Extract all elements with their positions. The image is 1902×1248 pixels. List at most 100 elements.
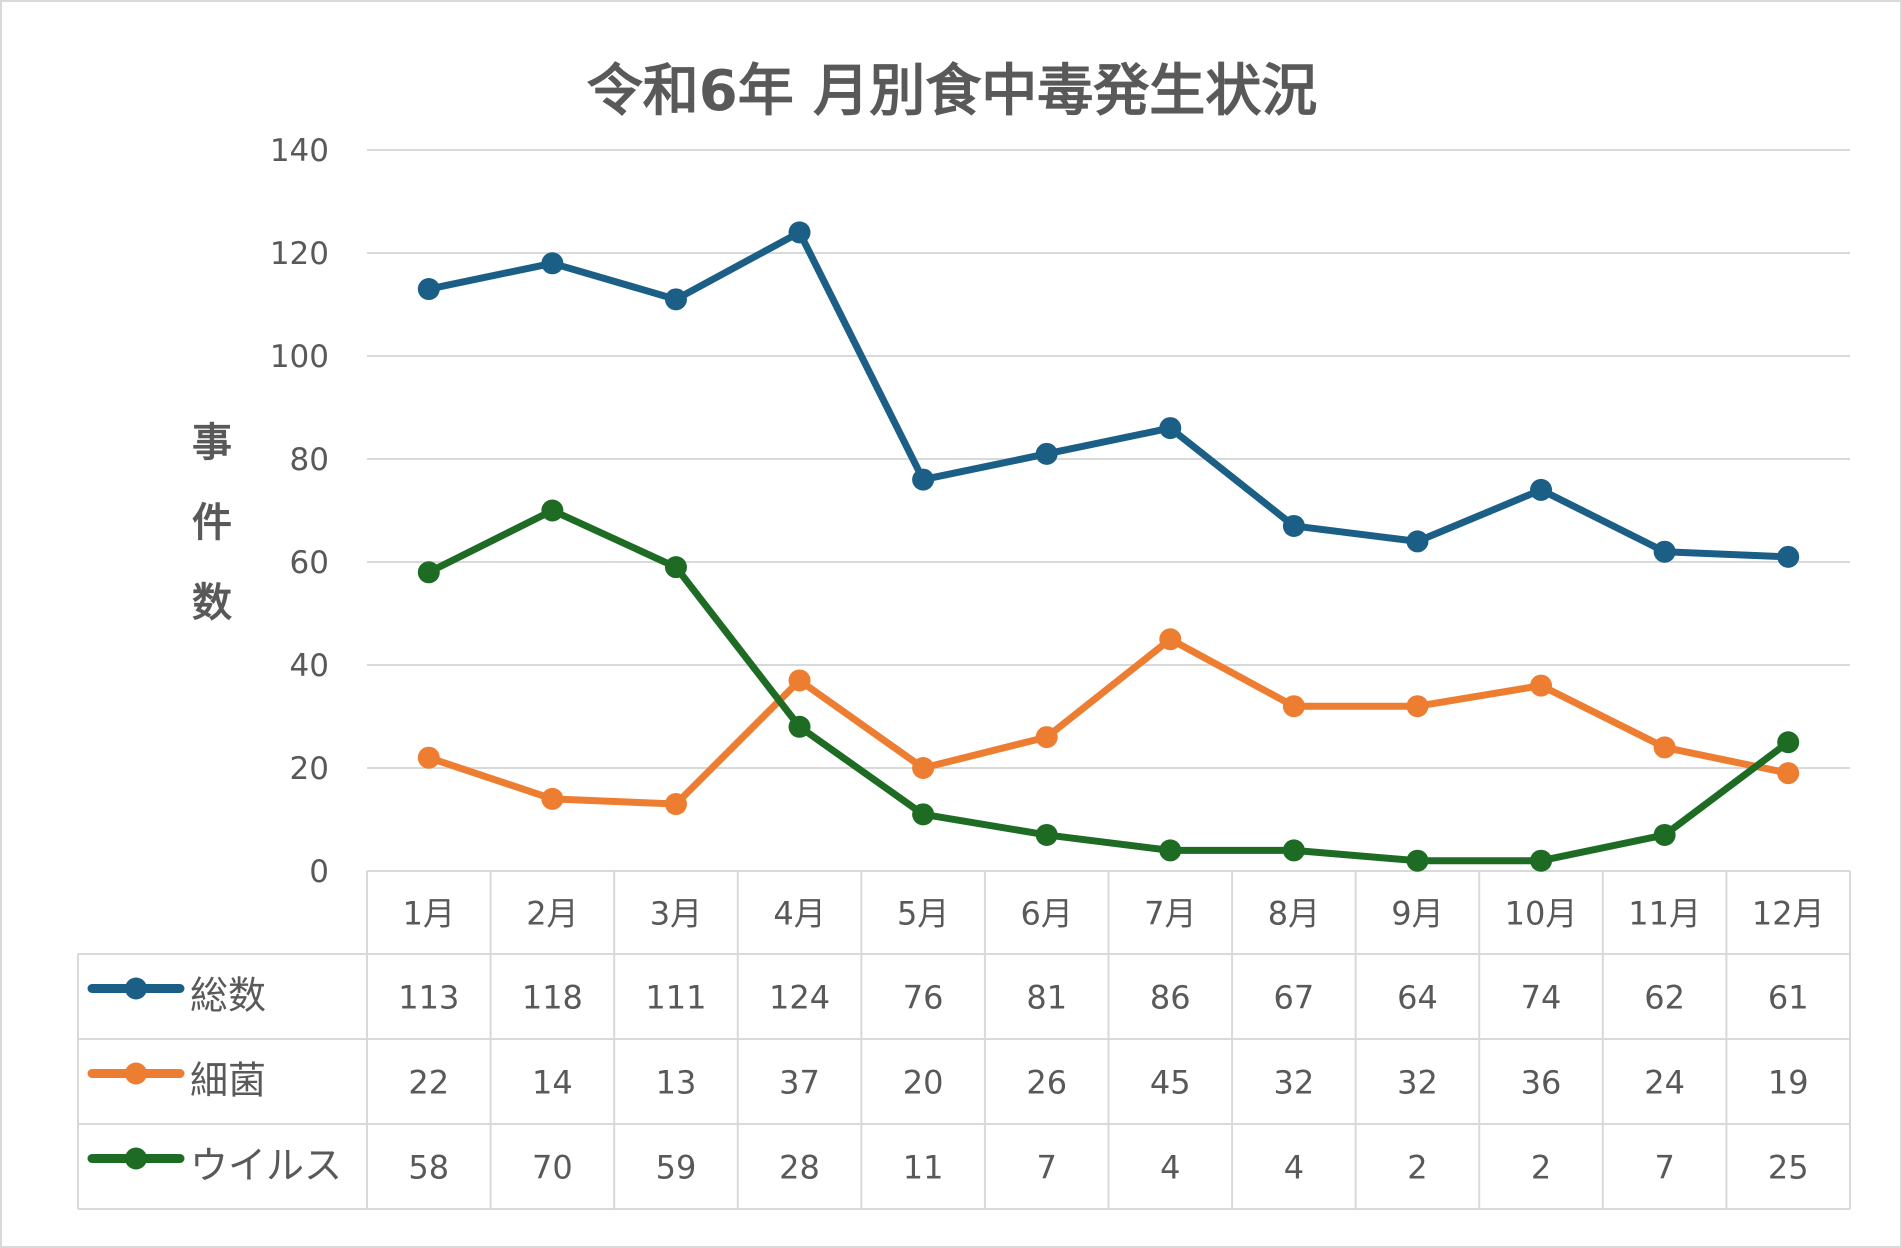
y-tick-label: 120 — [270, 236, 329, 272]
data-table-cell: 58 — [408, 1149, 449, 1187]
data-point — [1777, 731, 1800, 754]
x-tick-label: 1月 — [403, 895, 455, 933]
data-table-cell: 7 — [1037, 1149, 1057, 1187]
x-tick-label: 8月 — [1268, 895, 1320, 933]
legend-marker-key — [125, 1062, 147, 1085]
y-axis-label-char: 事 — [192, 420, 232, 466]
series-line — [425, 635, 1792, 808]
data-table-cell: 19 — [1768, 1064, 1809, 1102]
x-tick-label: 7月 — [1144, 895, 1196, 933]
data-point — [788, 221, 811, 244]
x-tick-label: 12月 — [1752, 895, 1825, 933]
data-point — [1035, 442, 1058, 465]
x-tick-label: 9月 — [1391, 895, 1443, 933]
data-point — [1530, 478, 1553, 501]
x-tick-label: 10月 — [1505, 895, 1578, 933]
data-point — [541, 252, 564, 275]
y-axis-label-char: 件 — [192, 500, 232, 546]
y-tick-label: 140 — [270, 133, 329, 169]
data-point — [1653, 540, 1676, 563]
data-table-cell: 118 — [522, 979, 583, 1017]
data-point — [1035, 726, 1058, 749]
data-point — [1777, 762, 1800, 785]
data-table-cell: 45 — [1150, 1064, 1191, 1102]
y-tick-label: 20 — [290, 751, 329, 787]
series-lines — [417, 221, 1800, 872]
y-axis-label: 事件数 — [192, 420, 232, 626]
data-table-cell: 4 — [1284, 1149, 1304, 1187]
data-point — [1406, 695, 1429, 718]
data-point — [541, 787, 564, 810]
data-table-cell: 20 — [903, 1064, 944, 1102]
data-table-cell: 22 — [408, 1064, 449, 1102]
legend-marker-key — [125, 977, 147, 1000]
data-point — [541, 499, 564, 522]
data-point — [912, 757, 935, 779]
data-point — [1653, 823, 1676, 846]
y-tick-label: 80 — [290, 442, 329, 478]
data-table-cell: 59 — [656, 1149, 697, 1187]
series-ウイルス — [417, 499, 1800, 872]
y-axis-ticks: 0 20 40 60 80 100 120 140 — [270, 133, 329, 890]
data-table-cell: 81 — [1026, 979, 1067, 1017]
data-point — [1282, 695, 1305, 718]
x-tick-label: 5月 — [897, 895, 949, 933]
x-tick-label: 6月 — [1021, 895, 1073, 933]
data-point — [1777, 545, 1800, 568]
data-table-cell: 62 — [1644, 979, 1685, 1017]
data-table-cell: 28 — [779, 1149, 820, 1187]
data-point — [912, 803, 935, 826]
data-table-cell: 32 — [1397, 1064, 1438, 1102]
y-tick-label: 0 — [309, 854, 329, 890]
data-table-cell: 26 — [1026, 1064, 1067, 1102]
data-point — [1159, 628, 1182, 651]
data-table-cell: 14 — [532, 1064, 573, 1102]
data-point — [1282, 839, 1305, 862]
data-point — [788, 715, 811, 738]
data-table-cell: 4 — [1160, 1149, 1180, 1187]
data-point — [1653, 736, 1676, 759]
x-tick-label: 4月 — [773, 895, 825, 933]
data-point — [417, 746, 440, 769]
data-point — [417, 561, 440, 584]
data-point — [664, 793, 687, 816]
data-point — [1530, 674, 1553, 697]
data-table-cell: 37 — [779, 1064, 820, 1102]
data-table-cell: 32 — [1274, 1064, 1315, 1102]
data-point — [1406, 849, 1429, 872]
x-tick-label: 3月 — [650, 895, 702, 933]
data-point — [1530, 849, 1553, 872]
data-table-cell: 2 — [1531, 1149, 1551, 1187]
data-table-cell: 64 — [1397, 979, 1438, 1017]
data-point — [912, 468, 935, 491]
data-point — [1282, 514, 1305, 537]
y-tick-label: 100 — [270, 339, 329, 375]
legend-series-name: ウイルス — [190, 1144, 342, 1188]
data-point — [1159, 417, 1182, 440]
data-table-cell: 124 — [769, 979, 830, 1017]
data-point — [1035, 823, 1058, 846]
data-table-cell: 11 — [903, 1149, 944, 1187]
data-point — [664, 556, 687, 579]
data-table-cell: 25 — [1768, 1149, 1809, 1187]
data-table-cell: 13 — [656, 1064, 697, 1102]
data-table-cell: 86 — [1150, 979, 1191, 1017]
y-axis-label-char: 数 — [192, 580, 232, 626]
data-point — [1159, 839, 1182, 862]
legend-series-name: 細菌 — [190, 1059, 266, 1103]
data-table-cell: 111 — [645, 979, 706, 1017]
x-tick-label: 2月 — [526, 895, 578, 933]
data-table-cell: 2 — [1407, 1149, 1427, 1187]
series-line — [425, 507, 1792, 865]
y-tick-label: 60 — [290, 545, 329, 581]
data-table-cell: 113 — [398, 979, 459, 1017]
data-table-cell: 76 — [903, 979, 944, 1017]
data-table-cell: 24 — [1644, 1064, 1685, 1102]
x-tick-label: 11月 — [1628, 895, 1701, 933]
gridlines — [367, 149, 1850, 769]
data-point — [788, 669, 811, 692]
series-細菌 — [417, 628, 1800, 816]
legend-series-name: 総数 — [190, 974, 266, 1018]
